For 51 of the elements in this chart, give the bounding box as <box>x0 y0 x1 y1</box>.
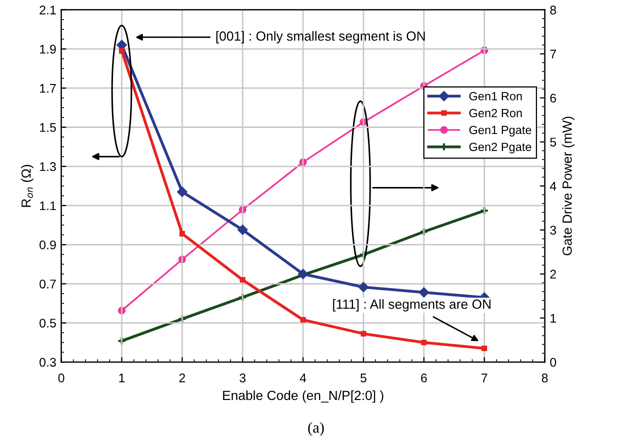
point <box>419 227 428 236</box>
x-tick-label: 1 <box>119 374 125 382</box>
x-axis-title: Enable Code (en_N/P[2:0] ) <box>223 390 384 403</box>
y-axis-title: R$_{on}$ (Ω) <box>21 164 34 207</box>
y2-tick-label: 7 <box>550 50 556 58</box>
x-tick-label: 3 <box>240 374 246 382</box>
y-tick-label: 0.7 <box>40 280 56 288</box>
point <box>300 317 306 323</box>
x-tick-label: 0 <box>58 374 64 382</box>
y2-tick-label: 3 <box>550 226 556 235</box>
y2-axis-title: Gate Drive Power (mW) <box>562 116 574 256</box>
y2-tick-label: 6 <box>550 94 556 103</box>
legend-label: Gen2 Ron <box>469 108 522 118</box>
point <box>358 282 369 292</box>
y-tick-label: 1.9 <box>40 44 56 54</box>
point <box>237 224 248 236</box>
y-tick-label: 0.9 <box>40 240 56 250</box>
y2-tick-label: 4 <box>550 182 556 190</box>
y-tick-label: 1.7 <box>40 84 56 93</box>
point <box>421 340 427 346</box>
point <box>418 287 430 298</box>
x-tick-label: 4 <box>300 374 306 382</box>
x-tick-label: 6 <box>421 374 427 382</box>
legend-label: Gen1 Pgate <box>469 126 532 137</box>
y2-tick-label: 1 <box>550 314 556 323</box>
annotation: [111] : All segments are ON <box>333 299 490 312</box>
point <box>360 330 366 336</box>
point <box>179 230 185 236</box>
x-tick-label: 8 <box>542 374 548 382</box>
y2-tick-label: 5 <box>550 138 556 147</box>
y-tick-label: 1.5 <box>40 123 56 132</box>
annotation: [001] : Only smallest segment is ON <box>216 31 425 44</box>
y-tick-label: 2.1 <box>40 6 56 14</box>
legend-label: Gen1 Ron <box>469 92 522 100</box>
point <box>240 277 246 283</box>
point <box>482 346 488 352</box>
x-tick-label: 7 <box>482 374 488 382</box>
y2-tick-label: 2 <box>550 270 556 279</box>
x-tick-label: 5 <box>360 374 366 382</box>
point <box>238 292 248 302</box>
point <box>118 48 125 54</box>
legend-label: Gen2 Pgate <box>469 142 532 154</box>
y-tick-label: 1.1 <box>40 201 56 210</box>
y-tick-label: 0.5 <box>40 318 56 328</box>
y2-tick-label: 0 <box>550 358 556 367</box>
y-tick-label: 0.3 <box>40 358 56 367</box>
text: (a) <box>308 422 324 436</box>
x-tick-label: 2 <box>179 374 186 382</box>
point <box>176 186 188 198</box>
y2-tick-label: 8 <box>550 6 556 14</box>
y-tick-label: 1.3 <box>40 162 56 172</box>
